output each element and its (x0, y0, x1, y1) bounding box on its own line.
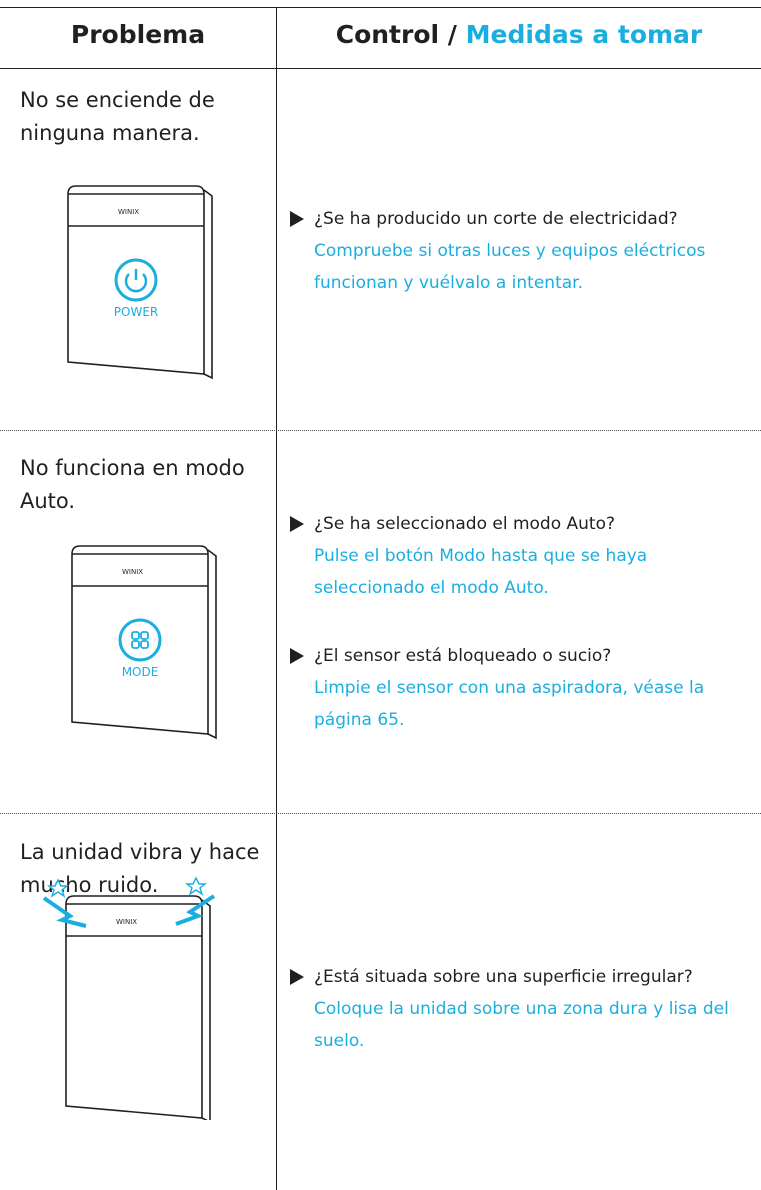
drawing (114, 258, 158, 302)
check-question: ¿El sensor está bloqueado o sucio? (290, 640, 755, 672)
brand-logo: WINIX (122, 568, 143, 576)
brand-logo: WINIX (118, 208, 139, 216)
check-question: ¿Se ha producido un corte de electricida… (290, 203, 755, 235)
problem: No se enciende de ninguna manera. (20, 84, 215, 150)
header-text: Control / (335, 20, 457, 49)
drawing (124, 273, 148, 293)
brand-logo: WINIX (116, 918, 137, 926)
drawing (207, 549, 217, 740)
check-action: Limpie el sensor con una aspiradora, véa… (314, 678, 705, 698)
row-divider (0, 813, 761, 814)
check-question: ¿Se ha seleccionado el modo Auto? (290, 508, 755, 540)
header-problem: Problema (70, 20, 206, 49)
check-action: página 65. (314, 710, 405, 730)
drawing (42, 896, 87, 928)
header-highlight: Medidas a tomar (465, 20, 703, 49)
drawing (203, 189, 213, 380)
row-divider (0, 430, 761, 431)
check-action: Pulse el botón Modo hasta que se haya (314, 546, 648, 566)
drawing (201, 899, 211, 1120)
drawing (118, 618, 162, 662)
header-control: Control / Medidas a tomar (277, 20, 761, 49)
drawing (47, 878, 69, 898)
check: ¿Se ha producido un corte de electricida… (290, 203, 755, 299)
problem-line: Auto. (20, 489, 76, 513)
drawing (175, 894, 216, 926)
device-illustration: WINIX (42, 876, 216, 1120)
problem-line: No funciona en modo (20, 456, 245, 480)
column-divider (276, 7, 277, 1190)
button-label: POWER (114, 305, 158, 319)
drawing (65, 895, 203, 1119)
check-action: suelo. (314, 1031, 365, 1051)
drawing (140, 640, 149, 649)
check: ¿El sensor está bloqueado o sucio? Limpie… (290, 640, 755, 736)
problem-line: No se enciende de (20, 88, 215, 112)
check-action: funcionan y vuélvalo a intentar. (314, 273, 583, 293)
check-action: Compruebe si otras luces y equipos eléct… (314, 241, 706, 261)
check-action: Coloque la unidad sobre una zona dura y … (314, 999, 729, 1019)
problem-line: La unidad vibra y hace (20, 840, 260, 864)
problem: No funciona en modo Auto. (20, 452, 245, 518)
drawing (131, 640, 140, 649)
drawing (131, 631, 140, 640)
check: ¿Se ha seleccionado el modo Auto? Pulse e… (290, 508, 755, 604)
top-rule (0, 7, 761, 8)
device-illustration: WINIX POWER (67, 185, 213, 380)
button-label: MODE (122, 665, 159, 679)
problem-line: mucho ruido. (20, 873, 159, 897)
drawing (140, 631, 149, 640)
header-rule (0, 68, 761, 69)
check-action: seleccionado el modo Auto. (314, 578, 549, 598)
problem: La unidad vibra y hace mucho ruido. (20, 836, 259, 902)
problem-line: ninguna manera. (20, 121, 200, 145)
check: ¿Está situada sobre una superficie irreg… (290, 961, 755, 1057)
drawing (185, 876, 207, 896)
check-question: ¿Está situada sobre una superficie irreg… (290, 961, 755, 993)
device-illustration: WINIX MODE (71, 545, 217, 740)
